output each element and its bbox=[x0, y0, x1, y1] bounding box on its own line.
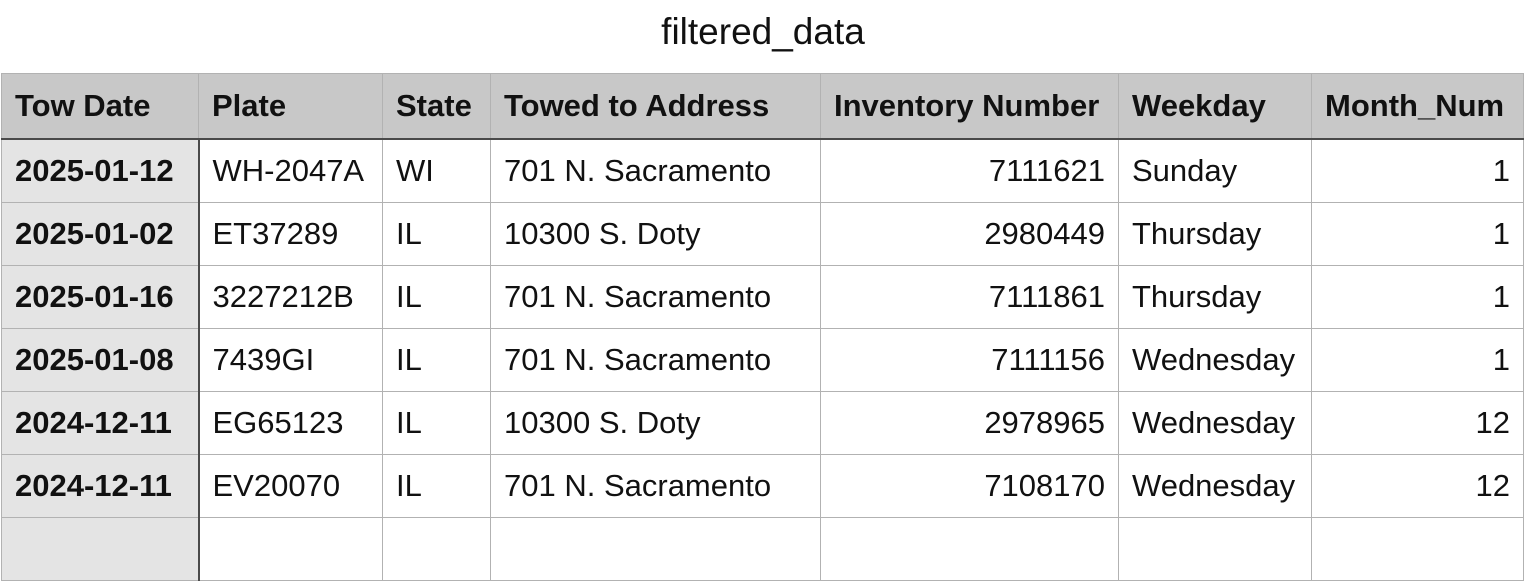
cell-month-num[interactable]: 1 bbox=[1311, 328, 1524, 392]
table-row-partial bbox=[1, 517, 1524, 581]
table-row: 2025-01-16 3227212B IL 701 N. Sacramento… bbox=[1, 265, 1524, 329]
cell-weekday[interactable]: Wednesday bbox=[1118, 454, 1312, 518]
table-header: Tow Date Plate State Towed to Address In… bbox=[1, 73, 1524, 140]
cell-towed-to-address[interactable]: 701 N. Sacramento bbox=[490, 138, 821, 203]
cell-towed-to-address[interactable]: 701 N. Sacramento bbox=[490, 454, 821, 518]
cell-weekday[interactable]: Thursday bbox=[1118, 265, 1312, 329]
column-header-inventory-number[interactable]: Inventory Number bbox=[820, 73, 1119, 140]
cell-month-num[interactable]: 1 bbox=[1311, 202, 1524, 266]
cell-tow-date[interactable]: 2025-01-16 bbox=[1, 265, 200, 329]
sheet-title: filtered_data bbox=[661, 11, 865, 52]
cell-state[interactable]: IL bbox=[382, 454, 491, 518]
cell-weekday[interactable]: Wednesday bbox=[1118, 328, 1312, 392]
cell-plate[interactable]: ET37289 bbox=[198, 202, 383, 266]
cell-weekday[interactable] bbox=[1118, 517, 1312, 581]
cell-inventory-number[interactable]: 7111861 bbox=[820, 265, 1119, 329]
cell-plate[interactable]: 3227212B bbox=[198, 265, 383, 329]
data-table: Tow Date Plate State Towed to Address In… bbox=[1, 73, 1524, 581]
cell-towed-to-address[interactable] bbox=[490, 517, 821, 581]
cell-weekday[interactable]: Thursday bbox=[1118, 202, 1312, 266]
table-row: 2024-12-11 EV20070 IL 701 N. Sacramento … bbox=[1, 454, 1524, 518]
cell-month-num[interactable]: 1 bbox=[1311, 138, 1524, 203]
cell-towed-to-address[interactable]: 701 N. Sacramento bbox=[490, 265, 821, 329]
cell-tow-date[interactable]: 2025-01-02 bbox=[1, 202, 200, 266]
cell-towed-to-address[interactable]: 10300 S. Doty bbox=[490, 202, 821, 266]
cell-month-num[interactable]: 1 bbox=[1311, 265, 1524, 329]
column-header-towed-to-address[interactable]: Towed to Address bbox=[490, 73, 821, 140]
column-header-plate[interactable]: Plate bbox=[198, 73, 383, 140]
cell-towed-to-address[interactable]: 10300 S. Doty bbox=[490, 391, 821, 455]
cell-inventory-number[interactable]: 7111621 bbox=[820, 138, 1119, 203]
table-row: 2025-01-12 WH-2047A WI 701 N. Sacramento… bbox=[1, 138, 1524, 203]
cell-plate[interactable]: EV20070 bbox=[198, 454, 383, 518]
table-row: 2025-01-08 7439GI IL 701 N. Sacramento 7… bbox=[1, 328, 1524, 392]
cell-plate[interactable]: EG65123 bbox=[198, 391, 383, 455]
cell-tow-date[interactable]: 2025-01-08 bbox=[1, 328, 200, 392]
column-header-weekday[interactable]: Weekday bbox=[1118, 73, 1312, 140]
column-header-state[interactable]: State bbox=[382, 73, 491, 140]
cell-state[interactable]: IL bbox=[382, 328, 491, 392]
cell-month-num[interactable] bbox=[1311, 517, 1524, 581]
cell-weekday[interactable]: Sunday bbox=[1118, 138, 1312, 203]
table-row: 2024-12-11 EG65123 IL 10300 S. Doty 2978… bbox=[1, 391, 1524, 455]
cell-state[interactable] bbox=[382, 517, 491, 581]
cell-inventory-number[interactable] bbox=[820, 517, 1119, 581]
header-row: Tow Date Plate State Towed to Address In… bbox=[1, 73, 1524, 140]
cell-tow-date[interactable] bbox=[1, 517, 200, 581]
cell-tow-date[interactable]: 2024-12-11 bbox=[1, 391, 200, 455]
table-row: 2025-01-02 ET37289 IL 10300 S. Doty 2980… bbox=[1, 202, 1524, 266]
cell-plate[interactable]: WH-2047A bbox=[198, 138, 383, 203]
cell-inventory-number[interactable]: 2980449 bbox=[820, 202, 1119, 266]
table-body: 2025-01-12 WH-2047A WI 701 N. Sacramento… bbox=[1, 138, 1524, 581]
cell-plate[interactable]: 7439GI bbox=[198, 328, 383, 392]
cell-tow-date[interactable]: 2024-12-11 bbox=[1, 454, 200, 518]
cell-plate[interactable] bbox=[198, 517, 383, 581]
cell-state[interactable]: WI bbox=[382, 138, 491, 203]
cell-month-num[interactable]: 12 bbox=[1311, 391, 1524, 455]
cell-inventory-number[interactable]: 2978965 bbox=[820, 391, 1119, 455]
cell-weekday[interactable]: Wednesday bbox=[1118, 391, 1312, 455]
column-header-month-num[interactable]: Month_Num bbox=[1311, 73, 1524, 140]
cell-state[interactable]: IL bbox=[382, 265, 491, 329]
cell-state[interactable]: IL bbox=[382, 202, 491, 266]
cell-towed-to-address[interactable]: 701 N. Sacramento bbox=[490, 328, 821, 392]
cell-state[interactable]: IL bbox=[382, 391, 491, 455]
cell-inventory-number[interactable]: 7108170 bbox=[820, 454, 1119, 518]
cell-inventory-number[interactable]: 7111156 bbox=[820, 328, 1119, 392]
column-header-tow-date[interactable]: Tow Date bbox=[1, 73, 199, 140]
cell-tow-date[interactable]: 2025-01-12 bbox=[1, 138, 200, 203]
cell-month-num[interactable]: 12 bbox=[1311, 454, 1524, 518]
